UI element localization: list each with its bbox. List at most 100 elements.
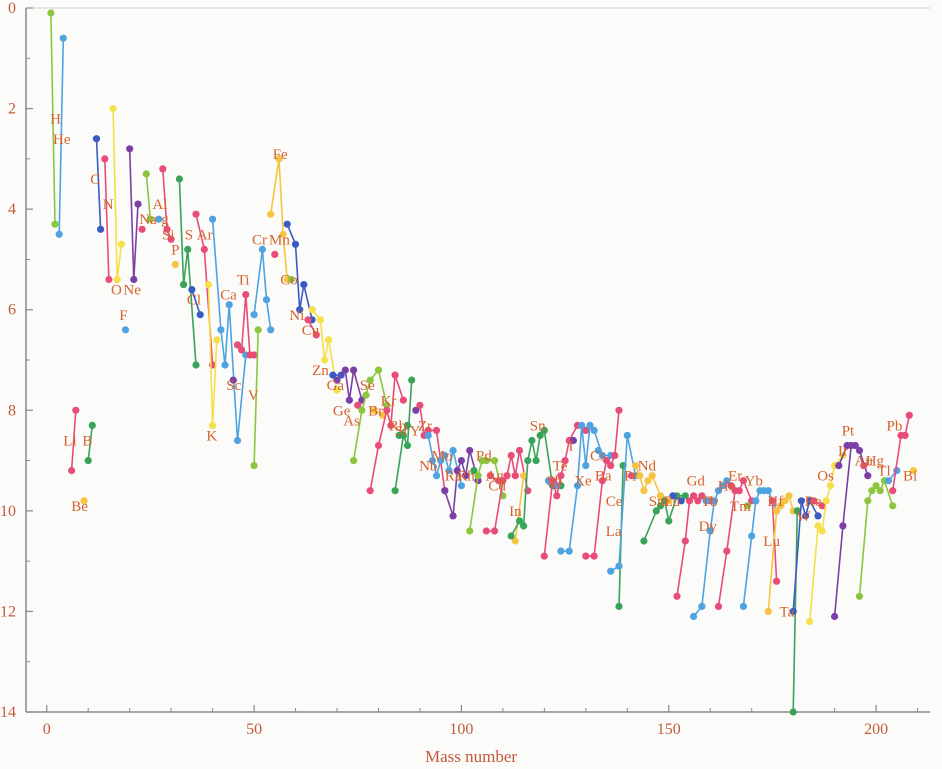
x-tick-label: 0	[43, 721, 51, 738]
data-point-As	[354, 401, 362, 409]
series-Au	[860, 462, 868, 470]
y-tick-label: 2	[8, 101, 16, 118]
series-line-Cl	[191, 289, 201, 315]
element-label-I: I	[568, 439, 573, 455]
data-point-Ni	[300, 281, 308, 289]
data-point-Kr	[374, 441, 383, 450]
data-point-Sm	[652, 507, 660, 515]
data-point-Zn	[325, 336, 333, 344]
series-V	[250, 326, 262, 470]
data-point-Cs	[594, 446, 602, 455]
data-point-Ba	[582, 552, 590, 560]
series-Cd	[482, 446, 532, 535]
data-point-Fe	[279, 230, 287, 238]
element-label-Tl: Tl	[877, 464, 890, 480]
element-label-Cl: Cl	[187, 293, 201, 309]
y-tick-label: 6	[8, 302, 16, 319]
element-label-Br: Br	[368, 403, 383, 419]
element-label-C: C	[90, 172, 100, 188]
element-label-Ir: Ir	[838, 444, 848, 460]
element-label-Mo: Mo	[432, 449, 453, 465]
element-label-Sr: Sr	[395, 423, 408, 439]
series-Cl	[188, 286, 204, 319]
data-point-Ti	[233, 341, 242, 349]
series-line-V	[253, 329, 259, 466]
element-label-La: La	[606, 524, 622, 540]
data-point-Tb	[702, 497, 710, 505]
data-point-Mo	[424, 431, 432, 439]
series-In	[511, 472, 528, 545]
element-label-Lu: Lu	[763, 534, 780, 550]
element-label-Be: Be	[71, 499, 88, 515]
series-Co	[287, 275, 295, 284]
series-line-Li	[70, 410, 77, 471]
data-point-Ho	[727, 482, 735, 490]
series-Cs	[594, 446, 602, 455]
data-point-Au	[860, 462, 868, 470]
series-line-B	[87, 425, 94, 461]
series-line-He	[58, 38, 65, 235]
data-point-Ge	[333, 376, 341, 384]
data-point-Ru	[466, 446, 474, 455]
data-point-Ba	[590, 552, 598, 560]
data-point-Zn	[308, 306, 316, 314]
data-point-Ru	[462, 472, 470, 480]
data-point-Sn	[540, 426, 548, 434]
data-point-Pt	[855, 446, 864, 455]
data-point-Sn	[520, 522, 528, 530]
data-point-Ag	[486, 472, 494, 480]
data-point-Se	[374, 366, 383, 374]
element-label-Pr: Pr	[624, 469, 637, 485]
data-point-Mg	[142, 170, 150, 178]
data-point-Cd	[511, 472, 519, 480]
data-point-Se	[358, 406, 366, 414]
data-point-Re	[818, 502, 826, 510]
data-point-Dy	[714, 487, 723, 495]
data-point-Cd	[503, 472, 511, 480]
element-label-In: In	[509, 504, 522, 520]
data-point-Pr	[627, 472, 636, 480]
data-point-Pb	[905, 411, 913, 419]
element-label-Pd: Pd	[476, 449, 492, 465]
series-P	[171, 260, 179, 269]
data-point-Mg	[146, 215, 154, 223]
element-label-Se: Se	[360, 378, 375, 394]
element-label-Li: Li	[63, 434, 76, 450]
data-point-Pb	[889, 487, 897, 495]
data-point-Ce	[607, 567, 615, 575]
data-point-Li	[72, 406, 80, 414]
element-label-Zr: Zr	[418, 418, 432, 434]
series-B	[84, 421, 96, 465]
data-point-Ga	[329, 371, 337, 379]
data-point-He	[55, 230, 63, 238]
data-point-Ca	[233, 436, 242, 445]
series-line-Fe	[269, 158, 288, 280]
data-point-Zr	[424, 426, 432, 434]
data-point-Ce	[623, 431, 631, 439]
data-point-Mn	[271, 250, 279, 258]
element-label-Hg: Hg	[866, 454, 885, 470]
data-point-Fe	[275, 155, 283, 163]
data-point-Pt	[851, 441, 860, 450]
element-label-P: P	[171, 242, 179, 258]
data-point-Te	[557, 472, 565, 480]
data-point-Gd	[681, 537, 689, 545]
element-label-Cu: Cu	[302, 323, 320, 339]
data-point-F	[121, 326, 130, 334]
data-point-Sr	[399, 431, 407, 439]
element-label-Ar: Ar	[197, 227, 213, 243]
data-point-Sn	[532, 457, 540, 465]
series-Hf	[764, 492, 797, 616]
data-point-Cl	[188, 286, 196, 294]
data-point-Ne	[130, 275, 138, 284]
data-point-Ge	[350, 366, 358, 374]
series-line-S	[178, 178, 197, 366]
element-label-W: W	[797, 509, 812, 525]
data-point-Os	[818, 527, 826, 535]
data-point-Ar	[192, 210, 200, 218]
data-point-Dy	[719, 482, 727, 490]
data-point-Gd	[690, 492, 698, 500]
element-label-Ge: Ge	[333, 403, 351, 419]
